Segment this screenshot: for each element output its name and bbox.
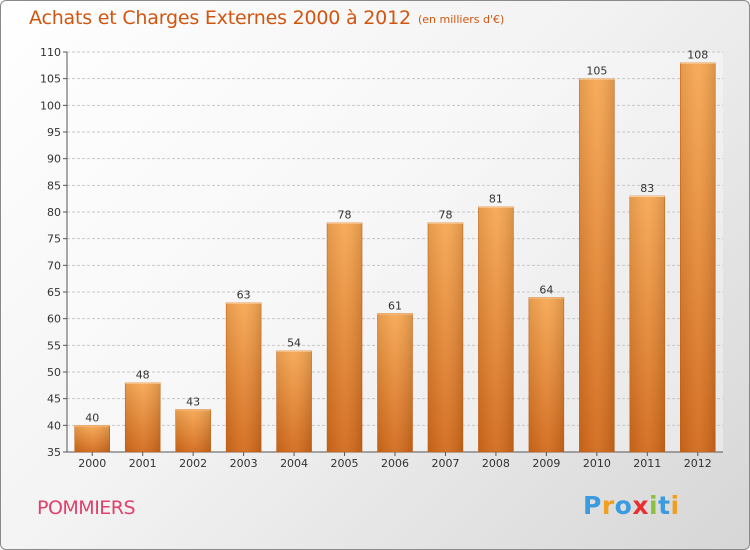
y-tick-label: 60 xyxy=(47,313,61,326)
y-tick-label: 110 xyxy=(40,46,61,59)
x-tick-label: 2000 xyxy=(78,457,106,470)
logo-letter: i xyxy=(670,491,680,520)
y-tick-label: 75 xyxy=(47,233,61,246)
y-tick-label: 105 xyxy=(40,73,61,86)
bar-shade xyxy=(680,62,716,453)
y-tick-label: 100 xyxy=(40,99,61,112)
logo-letter: i xyxy=(649,491,659,520)
bar-shade xyxy=(377,313,413,452)
y-tick-label: 65 xyxy=(47,286,61,299)
logo-letter: t xyxy=(658,491,671,520)
x-tick-label: 2005 xyxy=(331,457,359,470)
bar-shade xyxy=(276,350,312,452)
x-tick-label: 2009 xyxy=(532,457,560,470)
chart-title: Achats et Charges Externes 2000 à 2012 xyxy=(29,7,411,29)
bar-shade xyxy=(579,78,615,453)
data-label: 78 xyxy=(438,209,452,222)
data-label: 78 xyxy=(338,209,352,222)
data-label: 43 xyxy=(186,395,200,408)
data-label: 64 xyxy=(539,283,553,296)
bar-shade xyxy=(629,196,665,452)
chart-subtitle: (en milliers d'€) xyxy=(418,13,505,26)
data-label: 48 xyxy=(136,369,150,382)
bar-shade xyxy=(74,425,110,452)
y-tick-label: 35 xyxy=(47,446,61,459)
data-label: 54 xyxy=(287,337,301,350)
y-tick-label: 50 xyxy=(47,366,61,379)
commune-name: POMMIERS xyxy=(37,497,136,519)
bar-shade xyxy=(175,409,211,452)
y-tick-label: 40 xyxy=(47,419,61,432)
logo-letter: x xyxy=(632,491,649,520)
x-tick-label: 2012 xyxy=(684,457,712,470)
bar-shade xyxy=(528,297,564,452)
data-label: 81 xyxy=(489,193,503,206)
y-tick-label: 90 xyxy=(47,153,61,166)
bar-shade xyxy=(226,302,262,452)
x-tick-label: 2011 xyxy=(633,457,661,470)
logo-letter: P xyxy=(583,491,602,520)
x-tick-label: 2010 xyxy=(583,457,611,470)
y-tick-label: 55 xyxy=(47,339,61,352)
x-tick-label: 2002 xyxy=(179,457,207,470)
y-tick-label: 85 xyxy=(47,179,61,192)
bars xyxy=(74,62,716,453)
x-tick-label: 2006 xyxy=(381,457,409,470)
data-labels: 40 48 43 63 54 78 61 78 81 64 105 83 108 xyxy=(85,49,708,425)
proxiti-logo: Proxiti xyxy=(583,491,680,520)
bar-shade xyxy=(125,382,161,452)
bar-shade xyxy=(427,222,463,452)
bar-shade xyxy=(478,206,514,452)
data-label: 63 xyxy=(237,289,251,302)
x-tick-label: 2003 xyxy=(230,457,258,470)
data-label: 61 xyxy=(388,299,402,312)
logo-letter: o xyxy=(614,491,633,520)
y-tick-label: 80 xyxy=(47,206,61,219)
x-tick-label: 2007 xyxy=(431,457,459,470)
data-label: 105 xyxy=(586,65,607,78)
data-label: 40 xyxy=(85,411,99,424)
y-tick-label: 45 xyxy=(47,393,61,406)
bar-shade xyxy=(327,222,363,452)
x-tick-label: 2008 xyxy=(482,457,510,470)
y-tick-label: 95 xyxy=(47,126,61,139)
data-label: 83 xyxy=(640,182,654,195)
data-label: 108 xyxy=(687,49,708,62)
y-tick-label: 70 xyxy=(47,259,61,272)
logo-letter: r xyxy=(601,491,615,520)
x-tick-label: 2001 xyxy=(129,457,157,470)
x-tick-label: 2004 xyxy=(280,457,308,470)
